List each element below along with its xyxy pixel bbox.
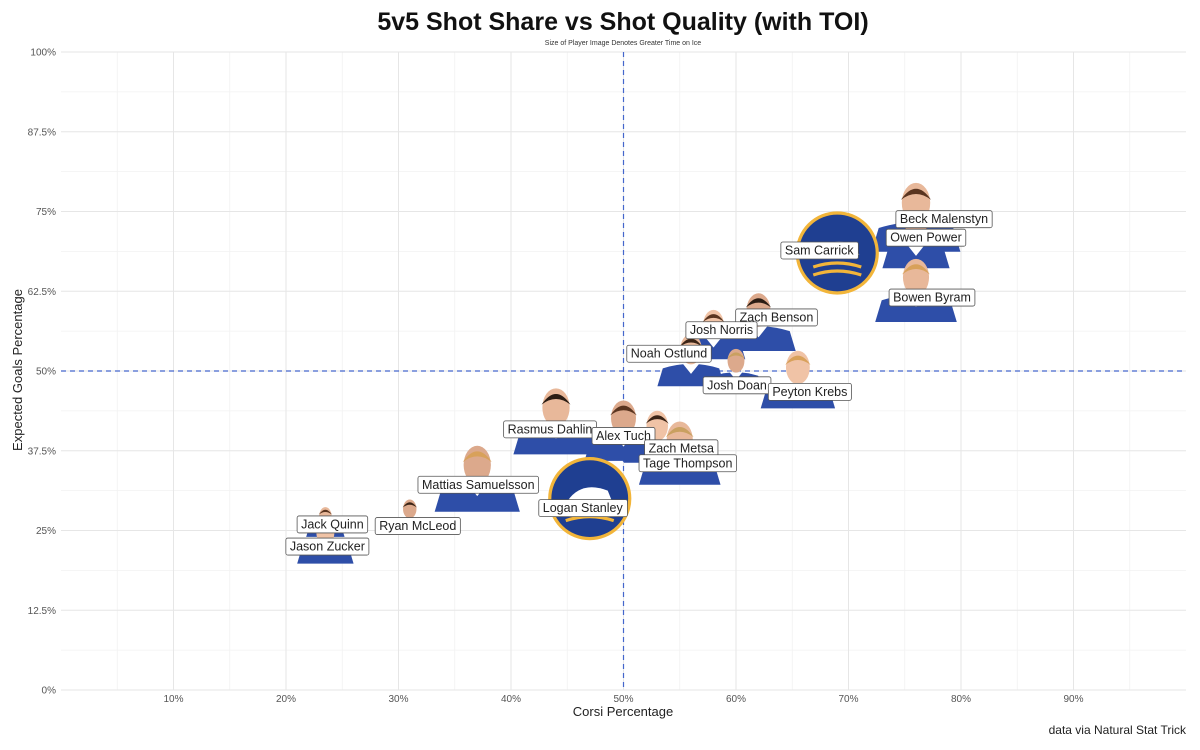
chart-subtitle: Size of Player Image Denotes Greater Tim…: [545, 40, 702, 47]
player-label-text: Jason Zucker: [290, 540, 365, 554]
player-label: Tage Thompson: [638, 454, 737, 473]
x-tick-label: 60%: [726, 694, 746, 705]
player-label: Bowen Byram: [888, 288, 976, 307]
x-tick-label: 80%: [951, 694, 971, 705]
player-label-text: Ryan McLeod: [379, 519, 456, 533]
x-tick-label: 20%: [276, 694, 296, 705]
x-tick-label: 10%: [163, 694, 183, 705]
x-tick-label: 90%: [1063, 694, 1083, 705]
y-tick-label: 0%: [42, 686, 57, 697]
player-labels: Beck Malenstyn Owen Power Sam Carrick Bowen…: [285, 210, 993, 556]
y-tick-label: 62.5%: [28, 287, 56, 298]
player-label-text: Zach Metsa: [649, 441, 714, 455]
y-axis-label: Expected Goals Percentage: [10, 289, 25, 451]
y-tick-label: 25%: [36, 526, 56, 537]
player-label-text: Logan Stanley: [543, 501, 624, 515]
x-tick-label: 40%: [501, 694, 521, 705]
y-tick-label: 87.5%: [28, 127, 56, 138]
player-label-text: Mattias Samuelsson: [422, 478, 535, 492]
player-label: Rasmus Dahlin: [503, 420, 597, 439]
x-tick-label: 50%: [613, 694, 633, 705]
y-tick-label: 37.5%: [28, 446, 56, 457]
reference-lines: [61, 52, 1186, 690]
player-label-text: Beck Malenstyn: [900, 212, 988, 226]
player-label: Jason Zucker: [285, 537, 370, 556]
player-label: Noah Ostlund: [626, 344, 712, 363]
player-label: Owen Power: [885, 228, 967, 247]
player-label: Josh Doan: [702, 376, 772, 395]
y-tick-label: 75%: [36, 207, 56, 218]
player-label: Zach Metsa: [644, 439, 719, 458]
player-label: Mattias Samuelsson: [417, 475, 539, 494]
player-label-text: Josh Norris: [690, 323, 753, 337]
player-label: Alex Tuch: [591, 427, 656, 445]
player-label-text: Tage Thompson: [643, 456, 732, 470]
caption: data via Natural Stat Trick: [1049, 723, 1187, 737]
player-label-text: Bowen Byram: [893, 291, 971, 305]
x-tick-label: 30%: [388, 694, 408, 705]
player-label-text: Sam Carrick: [785, 243, 855, 257]
x-axis-label: Corsi Percentage: [573, 704, 673, 719]
player-label-text: Alex Tuch: [596, 429, 651, 443]
player-label: Peyton Krebs: [767, 382, 852, 401]
player-label: Logan Stanley: [538, 499, 628, 517]
player-label: Sam Carrick: [780, 241, 859, 260]
player-label-text: Peyton Krebs: [772, 385, 847, 399]
player-label-text: Noah Ostlund: [631, 347, 707, 361]
y-tick-label: 50%: [36, 367, 56, 378]
chart-title: 5v5 Shot Share vs Shot Quality (with TOI…: [377, 8, 868, 36]
y-tick-label: 100%: [30, 48, 56, 59]
player-label: Ryan McLeod: [374, 517, 461, 535]
y-tick-label: 12.5%: [28, 606, 56, 617]
player-label-text: Owen Power: [890, 231, 962, 245]
axis-ticks: 10% 20% 30% 40% 50% 60% 70% 80% 90% 0% 12.5% 25% 37.…: [28, 48, 1084, 706]
player-label-text: Zach Benson: [740, 310, 814, 324]
player-label: Beck Malenstyn: [895, 210, 993, 229]
player-label-text: Josh Doan: [707, 378, 767, 392]
player-marker: [548, 457, 632, 541]
player-label-text: Jack Quinn: [301, 517, 364, 531]
player-label: Jack Quinn: [296, 515, 369, 534]
x-tick-label: 70%: [838, 694, 858, 705]
player-label: Josh Norris: [685, 321, 758, 340]
player-label-text: Rasmus Dahlin: [508, 422, 593, 436]
